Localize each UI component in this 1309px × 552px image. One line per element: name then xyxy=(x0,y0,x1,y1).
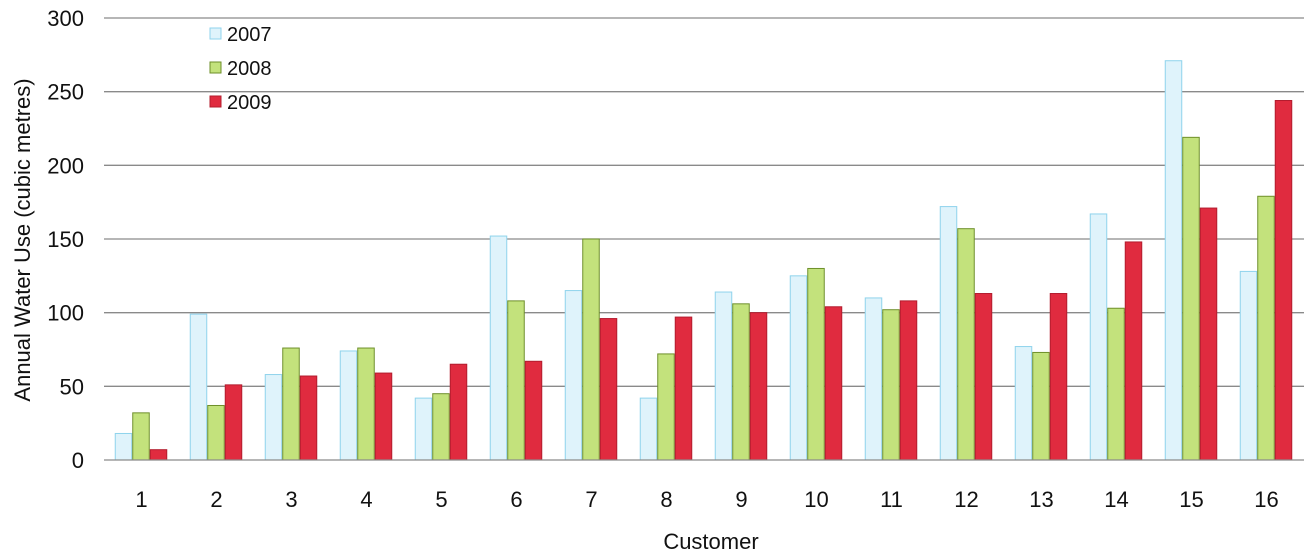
bar-2009-customer-11 xyxy=(899,300,918,461)
bar-2008-customer-15 xyxy=(1182,136,1200,461)
bar-2008-customer-13 xyxy=(1032,351,1050,461)
y-tick-label: 50 xyxy=(60,374,84,399)
bar-2007-customer-3 xyxy=(264,374,283,461)
bar-2007-customer-11 xyxy=(864,297,883,461)
y-tick-label: 0 xyxy=(72,448,84,473)
x-tick-label: 14 xyxy=(1104,487,1128,512)
bar-2009-customer-7 xyxy=(599,318,618,461)
bar-2008-customer-10 xyxy=(807,267,825,461)
bar-2008-customer-3 xyxy=(282,347,300,461)
y-tick-label: 100 xyxy=(47,301,84,326)
bar-2007-customer-9 xyxy=(714,291,733,461)
bar-2009-customer-9 xyxy=(749,312,768,461)
bar-2009-customer-15 xyxy=(1199,207,1218,461)
y-tick-label: 250 xyxy=(47,80,84,105)
bar-2009-customer-13 xyxy=(1049,293,1068,461)
x-tick-label: 3 xyxy=(285,487,297,512)
bar-2008-customer-4 xyxy=(357,347,375,461)
x-tick-label: 5 xyxy=(435,487,447,512)
bar-2009-customer-8 xyxy=(674,316,693,461)
x-tick-label: 9 xyxy=(735,487,747,512)
bar-2007-customer-4 xyxy=(339,350,358,461)
bar-2007-customer-16 xyxy=(1239,270,1258,461)
y-tick-label: 300 xyxy=(47,6,84,31)
bar-2008-customer-8 xyxy=(657,353,675,461)
x-tick-label: 2 xyxy=(210,487,222,512)
bar-2007-customer-15 xyxy=(1164,60,1183,461)
bar-2007-customer-1 xyxy=(114,432,133,461)
x-tick-label: 15 xyxy=(1179,487,1203,512)
bar-2007-customer-6 xyxy=(489,235,508,461)
bar-2007-customer-13 xyxy=(1014,346,1033,461)
legend-swatch-2007 xyxy=(209,27,222,40)
x-tick-label: 8 xyxy=(660,487,672,512)
bar-2007-customer-5 xyxy=(414,397,433,461)
y-axis-label: Annual Water Use (cubic metres) xyxy=(10,78,35,401)
x-tick-label: 1 xyxy=(135,487,147,512)
x-tick-label: 10 xyxy=(804,487,828,512)
bar-2008-customer-5 xyxy=(432,393,450,461)
bar-2009-customer-6 xyxy=(524,360,543,461)
bar-2009-customer-5 xyxy=(449,363,468,461)
y-axis-ticks: 0 50 100 150 200 250 300 xyxy=(47,6,84,473)
bar-2007-customer-12 xyxy=(939,206,958,461)
bar-2007-customer-8 xyxy=(639,397,658,461)
y-tick-label: 150 xyxy=(47,227,84,252)
bar-2009-customer-10 xyxy=(824,306,843,461)
bar-2009-customer-1 xyxy=(149,449,168,461)
x-tick-label: 16 xyxy=(1254,487,1278,512)
bar-2008-customer-9 xyxy=(732,303,750,461)
bar-2008-customer-12 xyxy=(957,228,975,461)
bar-2009-customer-2 xyxy=(224,384,243,461)
bar-2008-customer-2 xyxy=(207,404,225,461)
bar-2009-customer-14 xyxy=(1124,241,1143,461)
bar-2008-customer-16 xyxy=(1257,195,1275,461)
bar-2007-customer-2 xyxy=(189,313,208,461)
bar-2008-customer-11 xyxy=(882,309,900,461)
bar-2009-customer-4 xyxy=(374,372,393,461)
bar-2008-customer-6 xyxy=(507,300,525,461)
bars xyxy=(114,60,1293,461)
bar-2009-customer-16 xyxy=(1274,100,1293,461)
x-tick-label: 11 xyxy=(880,487,903,512)
bar-2008-customer-14 xyxy=(1107,307,1125,461)
legend-label-2007: 2007 xyxy=(227,24,272,46)
bar-2009-customer-3 xyxy=(299,375,318,461)
x-tick-label: 13 xyxy=(1029,487,1053,512)
legend-swatch-2008 xyxy=(209,61,222,74)
legend-label-2009: 2009 xyxy=(227,92,272,114)
y-tick-label: 200 xyxy=(47,153,84,178)
x-tick-label: 6 xyxy=(510,487,522,512)
x-axis-ticks: 1 2 3 4 5 6 7 8 9 10 11 12 13 14 15 16 xyxy=(135,487,1278,512)
legend-label-2008: 2008 xyxy=(227,58,272,80)
bar-2009-customer-12 xyxy=(974,293,993,461)
x-tick-label: 12 xyxy=(954,487,978,512)
bar-2008-customer-1 xyxy=(132,412,150,461)
bar-2008-customer-7 xyxy=(582,238,600,461)
x-tick-label: 4 xyxy=(360,487,372,512)
legend: 2007 2008 2009 xyxy=(209,24,272,114)
bar-2007-customer-10 xyxy=(789,275,808,461)
bar-2007-customer-7 xyxy=(564,290,583,461)
bar-2007-customer-14 xyxy=(1089,213,1108,461)
x-axis-label: Customer xyxy=(663,529,758,552)
x-tick-label: 7 xyxy=(585,487,597,512)
legend-swatch-2009 xyxy=(209,95,222,108)
